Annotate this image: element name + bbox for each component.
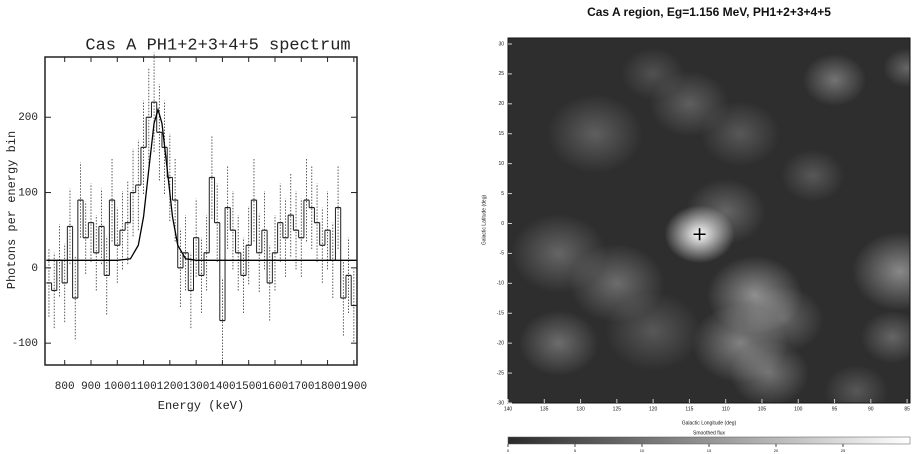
x-axis-label: Energy (keV) bbox=[158, 399, 244, 413]
map-layer bbox=[510, 47, 910, 403]
y-tick-label: -10 bbox=[497, 281, 504, 287]
y-tick-label: 100 bbox=[18, 187, 38, 199]
y-tick-label: 5 bbox=[501, 191, 504, 197]
map-title: Cas A region, Eg=1.156 MeV, PH1+2+3+4+5 bbox=[587, 5, 831, 19]
colorbar bbox=[507, 436, 911, 445]
x-tick-label: 105 bbox=[758, 406, 767, 412]
emission-blob bbox=[802, 53, 867, 107]
emission-blob bbox=[743, 286, 824, 353]
x-tick-label: 1800 bbox=[314, 381, 340, 393]
x-tick-label: 130 bbox=[576, 406, 585, 412]
x-tick-label: 100 bbox=[794, 406, 803, 412]
x-tick-label: 85 bbox=[904, 406, 910, 412]
x-tick-label: 1700 bbox=[288, 381, 314, 393]
x-tick-label: 1500 bbox=[236, 381, 262, 393]
plot-frame bbox=[44, 56, 358, 366]
emission-blob bbox=[685, 178, 766, 245]
x-tick-label: 90 bbox=[868, 406, 874, 412]
emission-blob bbox=[883, 48, 910, 88]
x-tick-label: 95 bbox=[832, 406, 838, 412]
x-tick-label: 120 bbox=[649, 406, 658, 412]
x-tick-label: 1900 bbox=[341, 381, 367, 393]
colorbar-tick-label: 5 bbox=[574, 448, 577, 453]
x-tick-label: 110 bbox=[722, 406, 730, 412]
emission-blob bbox=[780, 149, 845, 202]
y-axis-label: Photons per energy bin bbox=[5, 131, 19, 289]
emission-blob bbox=[729, 340, 810, 403]
y-tick-label: 30 bbox=[498, 41, 504, 47]
y-tick-label: 0 bbox=[501, 221, 504, 227]
map-y-label: Galactic Latitude (deg) bbox=[481, 195, 487, 246]
map-frame bbox=[507, 37, 911, 404]
y-tick-label: -25 bbox=[497, 370, 504, 376]
colorbar-tick-label: 20 bbox=[774, 448, 779, 453]
y-tick-label: -100 bbox=[12, 338, 38, 350]
emission-blob bbox=[860, 310, 910, 364]
y-tick-label: 10 bbox=[498, 161, 504, 167]
emission-blob bbox=[621, 47, 686, 101]
colorbar-label: Smoothed flux bbox=[693, 430, 725, 436]
x-tick-label: 115 bbox=[685, 406, 693, 412]
x-tick-label: 1000 bbox=[104, 381, 130, 393]
colorbar-tick-label: 15 bbox=[707, 448, 712, 453]
y-tick-label: -30 bbox=[497, 400, 504, 406]
x-tick-label: 1400 bbox=[209, 381, 235, 393]
emission-blob bbox=[605, 291, 702, 371]
y-tick-label: 0 bbox=[31, 263, 38, 275]
colorbar-tick-label: 0 bbox=[507, 448, 510, 453]
colorbar-tick-label: 25 bbox=[841, 448, 846, 453]
x-tick-label: 900 bbox=[81, 381, 101, 393]
x-tick-label: 1100 bbox=[130, 381, 156, 393]
y-tick-label: 200 bbox=[18, 112, 38, 124]
emission-blob bbox=[824, 364, 889, 403]
y-tick-label: -20 bbox=[497, 340, 504, 346]
x-tick-label: 125 bbox=[613, 406, 622, 412]
y-tick-label: 20 bbox=[498, 101, 504, 107]
x-tick-label: 135 bbox=[540, 406, 549, 412]
x-tick-label: 140 bbox=[504, 406, 513, 412]
emission-blob bbox=[518, 310, 599, 377]
x-tick-label: 1300 bbox=[183, 381, 209, 393]
emission-blob bbox=[547, 94, 643, 174]
emission-blob bbox=[510, 213, 607, 293]
y-tick-label: -5 bbox=[500, 251, 505, 257]
x-tick-label: 1600 bbox=[262, 381, 288, 393]
x-tick-label: 800 bbox=[55, 381, 75, 393]
emission-blob bbox=[851, 231, 910, 311]
map-x-label: Galactic Longitude (deg) bbox=[682, 420, 737, 426]
source-marker bbox=[693, 228, 706, 241]
fit-curve bbox=[46, 107, 357, 261]
y-tick-label: 25 bbox=[498, 71, 504, 77]
y-tick-label: 15 bbox=[498, 131, 504, 137]
x-tick-label: 1200 bbox=[157, 381, 183, 393]
y-tick-label: -15 bbox=[497, 311, 504, 317]
colorbar-tick-label: 10 bbox=[640, 448, 645, 453]
histogram bbox=[46, 52, 357, 362]
spectrum-title: Cas A PH1+2+3+4+5 spectrum bbox=[85, 36, 350, 55]
